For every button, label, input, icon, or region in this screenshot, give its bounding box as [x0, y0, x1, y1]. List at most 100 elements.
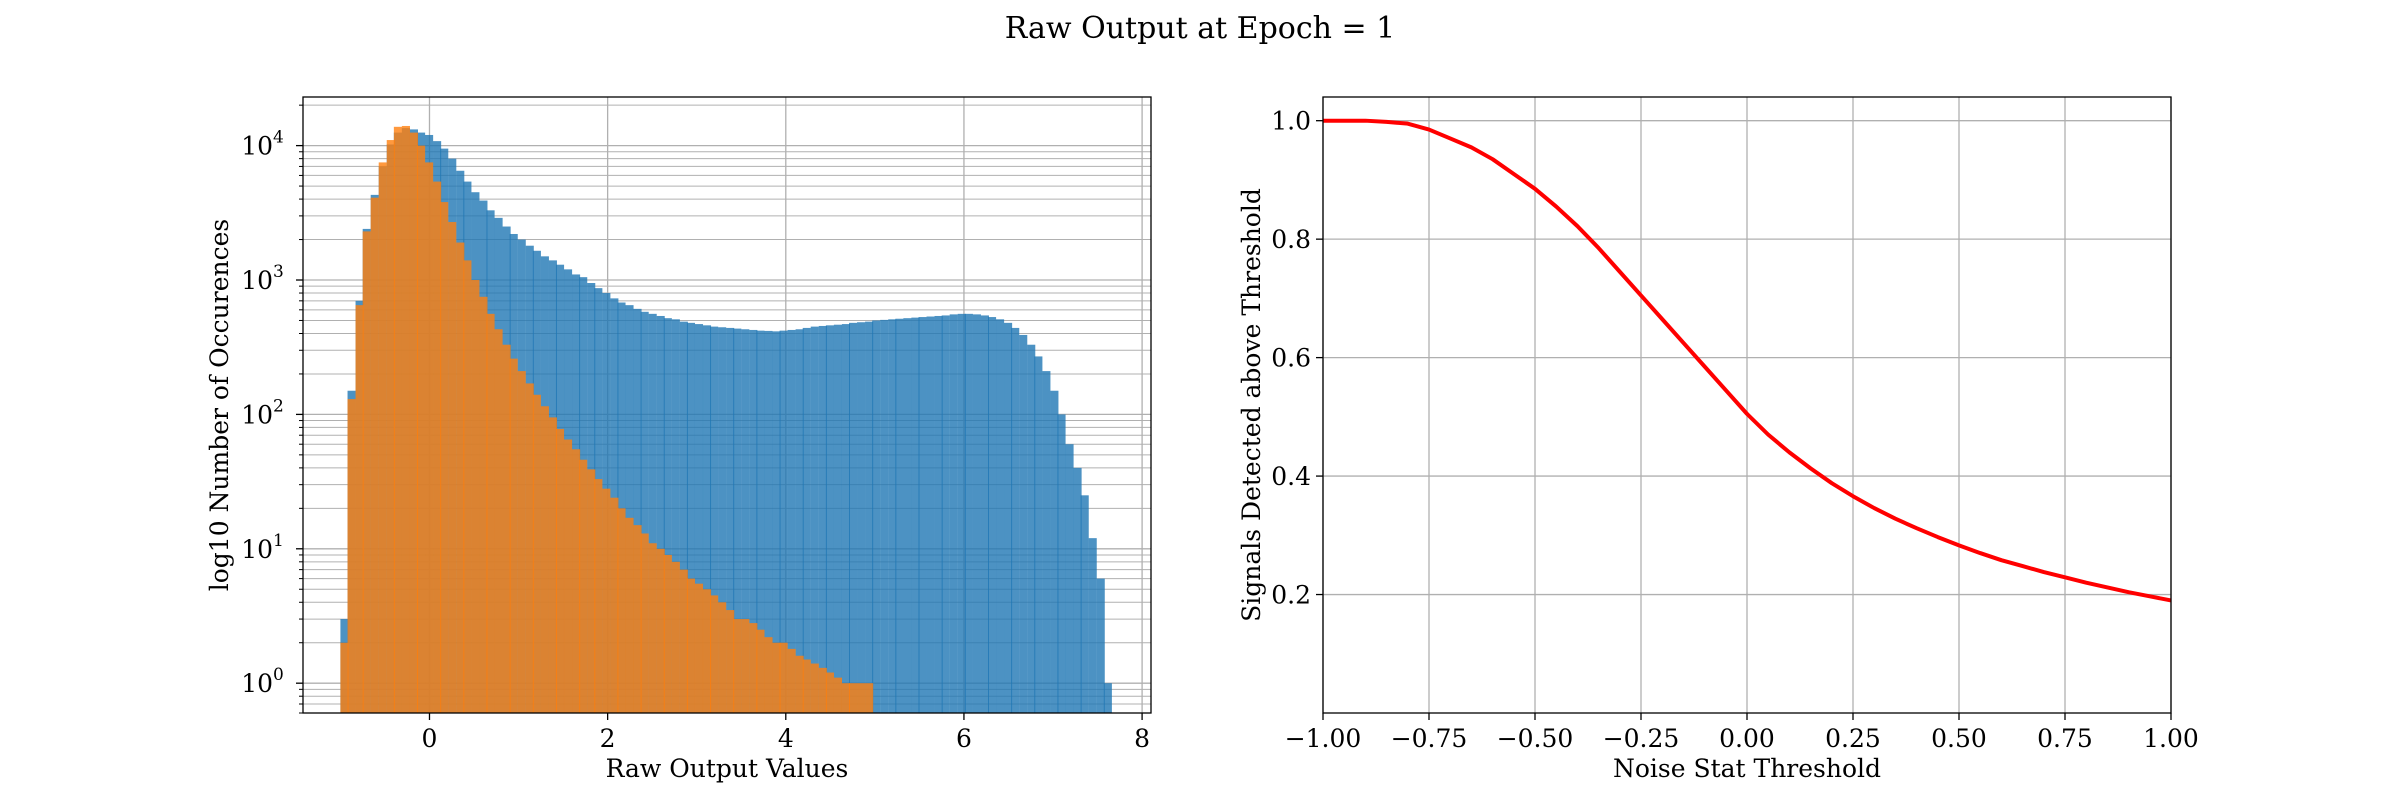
threshold-y-axis-label: Signals Detected above Threshold: [1237, 188, 1266, 622]
histogram-bar-blue: [795, 329, 804, 713]
histogram-bar-blue: [903, 318, 912, 713]
histogram-bar-orange: [726, 610, 735, 713]
y-tick-label: 0.2: [1271, 581, 1311, 610]
histogram-bar-blue: [833, 324, 842, 713]
histogram-bar-blue: [1034, 356, 1043, 713]
histogram-bar-blue: [841, 324, 851, 713]
threshold-grid: [1322, 97, 2172, 713]
histogram-bar-orange: [795, 655, 804, 713]
histogram-bar-orange: [517, 371, 526, 713]
histogram-bar-orange: [540, 406, 549, 713]
histogram-bar-orange: [633, 525, 642, 713]
histogram-bar-blue: [764, 330, 773, 713]
x-tick-label: 0: [422, 724, 438, 753]
histogram-bar-blue: [895, 318, 904, 713]
histogram-bar-blue: [880, 319, 889, 713]
histogram-frame: [302, 96, 1152, 714]
histogram-bar-blue: [918, 317, 927, 713]
histogram-bar-blue: [1042, 371, 1051, 713]
histogram-bar-blue: [926, 316, 935, 713]
signals-detected-line: [1323, 118, 2172, 603]
histogram-bar-blue: [980, 315, 989, 713]
histogram-bar-orange: [425, 162, 434, 713]
y-tick-exponent: 4: [273, 128, 284, 148]
x-tick-label: 0.25: [1825, 724, 1881, 753]
histogram-bar-blue: [996, 319, 1005, 713]
histogram-bar-orange: [779, 642, 788, 713]
histogram-bar-blue: [818, 325, 827, 713]
histogram-bar-orange: [494, 329, 503, 713]
histogram-bar-blue: [934, 315, 943, 713]
histogram-bar-orange: [841, 683, 851, 713]
x-tick-label: 8: [1134, 724, 1150, 753]
histogram-bar-blue: [702, 325, 712, 713]
histogram-bar-orange: [563, 439, 573, 713]
histogram-bar-blue: [810, 326, 819, 713]
y-tick-label: 10: [241, 400, 273, 429]
histogram-bar-orange: [355, 305, 364, 713]
histogram-bar-orange: [393, 126, 402, 714]
y-tick-exponent: 0: [273, 665, 284, 685]
histogram-bar-orange: [378, 162, 387, 713]
histogram-bar-blue: [733, 328, 742, 713]
histogram-bar-blue: [1019, 334, 1028, 713]
histogram-bar-blue: [802, 327, 811, 713]
histogram-bar-orange: [625, 517, 634, 713]
histogram-bar-orange: [509, 358, 518, 713]
histogram-bar-orange: [448, 222, 457, 713]
histogram-bar-blue: [779, 330, 788, 713]
histogram-bars: [340, 125, 1112, 714]
histogram-bar-orange: [679, 569, 688, 713]
histogram-bar-orange: [463, 260, 472, 713]
y-tick-label: 10: [241, 535, 273, 564]
histogram-bar-blue: [911, 317, 920, 713]
histogram-bar-orange: [857, 683, 866, 713]
histogram-bar-orange: [471, 280, 480, 713]
histogram-bar-blue: [686, 322, 696, 713]
x-tick-label: 0.00: [1719, 724, 1775, 753]
x-tick-label: 2: [600, 724, 616, 753]
histogram-bar-blue: [640, 311, 649, 713]
histogram-bar-orange: [572, 449, 581, 713]
histogram-bar-orange: [525, 383, 534, 713]
histogram-bar-blue: [656, 315, 665, 713]
x-tick-label: 6: [956, 724, 972, 753]
y-tick-label: 0.6: [1271, 344, 1311, 373]
histogram-bar-blue: [648, 313, 657, 713]
histogram-bar-orange: [594, 479, 603, 713]
histogram-bar-blue: [1103, 683, 1112, 713]
histogram-bar-blue: [1004, 322, 1013, 713]
histogram-bar-blue: [679, 321, 688, 713]
histogram-bar-orange: [617, 508, 626, 713]
histogram-bar-orange: [417, 145, 426, 713]
histogram-bar-orange: [579, 459, 588, 713]
histogram-bar-blue: [726, 327, 735, 713]
y-tick-label: 10: [241, 132, 273, 161]
histogram-bar-blue: [772, 331, 781, 713]
histogram-bar-blue: [964, 313, 973, 713]
y-tick-label: 0.4: [1271, 462, 1311, 491]
y-tick-label: 10: [241, 266, 273, 295]
histogram-bar-blue: [741, 329, 750, 713]
histogram-bar-orange: [710, 595, 719, 713]
histogram-bar-blue: [694, 324, 704, 713]
histogram-bar-orange: [733, 619, 742, 713]
histogram-bar-orange: [440, 202, 449, 714]
x-tick-label: 4: [778, 724, 794, 753]
histogram-bar-blue: [949, 314, 958, 713]
histogram-bar-blue: [957, 313, 966, 713]
histogram-x-axis-label: Raw Output Values: [606, 754, 849, 783]
histogram-bar-blue: [872, 320, 881, 713]
histogram-bar-blue: [941, 315, 950, 713]
histogram-bar-orange: [433, 181, 442, 714]
y-tick-label: 10: [241, 669, 273, 698]
x-tick-label: −0.75: [1391, 724, 1468, 753]
histogram-bar-orange: [741, 619, 750, 713]
y-tick-exponent: 3: [273, 262, 284, 282]
histogram-bar-orange: [370, 197, 379, 714]
x-tick-label: −1.00: [1285, 724, 1362, 753]
histogram-bar-orange: [787, 648, 796, 713]
y-tick-label: 1.0: [1271, 107, 1311, 136]
